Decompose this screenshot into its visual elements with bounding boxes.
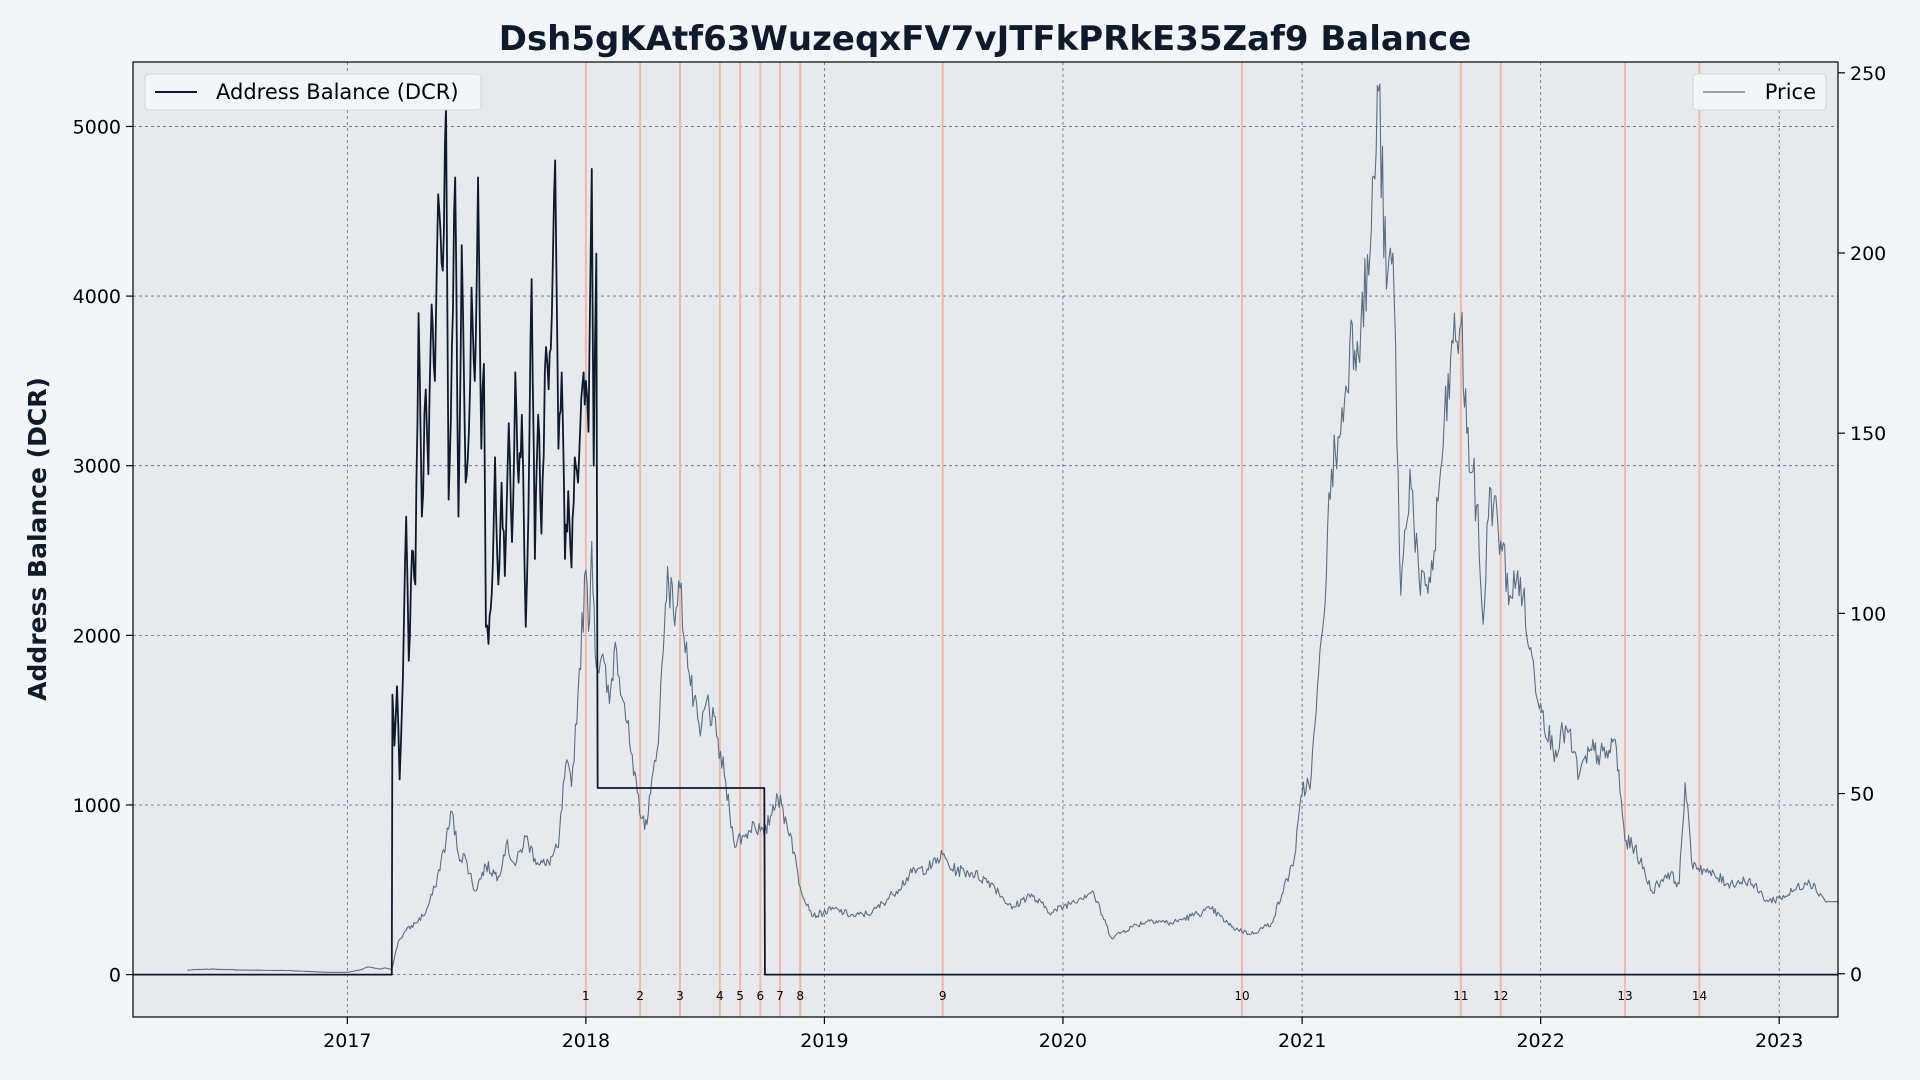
event-label-8: 8 <box>796 989 804 1003</box>
legend-price[interactable]: Price <box>1692 73 1827 111</box>
event-label-1: 1 <box>582 989 590 1003</box>
event-label-11: 11 <box>1453 989 1468 1003</box>
legend-balance-label: Address Balance (DCR) <box>216 80 459 104</box>
event-label-6: 6 <box>757 989 765 1003</box>
legend-price-label: Price <box>1765 80 1816 104</box>
y2-tick-label-50: 50 <box>1850 784 1874 806</box>
event-label-9: 9 <box>939 989 947 1003</box>
event-label-7: 7 <box>776 989 784 1003</box>
y-axis-right: 0 50 100 150 200 250 <box>1838 63 1886 986</box>
y-tick-label-2000: 2000 <box>73 625 121 647</box>
legend-balance[interactable]: Address Balance (DCR) <box>144 73 482 111</box>
x-tick-label-2023: 2023 <box>1755 1030 1803 1052</box>
event-label-5: 5 <box>736 989 744 1003</box>
y-tick-label-4000: 4000 <box>73 286 121 308</box>
x-tick-label-2022: 2022 <box>1516 1030 1564 1052</box>
y-axis-label: Address Balance (DCR) <box>23 377 52 701</box>
chart-title: Dsh5gKAtf63WuzeqxFV7vJTFkPRkE35Zaf9 Bala… <box>499 19 1472 59</box>
y2-tick-label-250: 250 <box>1850 63 1886 85</box>
price-line <box>187 83 1838 973</box>
y-tick-label-3000: 3000 <box>73 456 121 478</box>
event-markers: 1 2 3 4 5 6 7 8 9 10 11 12 13 14 <box>582 62 1707 1017</box>
y2-tick-label-100: 100 <box>1850 603 1886 625</box>
event-label-10: 10 <box>1234 989 1249 1003</box>
x-tick-label-2018: 2018 <box>562 1030 610 1052</box>
event-label-13: 13 <box>1617 989 1632 1003</box>
x-tick-label-2021: 2021 <box>1278 1030 1326 1052</box>
event-label-3: 3 <box>676 989 684 1003</box>
legend-price-box <box>1692 73 1827 111</box>
y-tick-label-0: 0 <box>109 965 121 987</box>
x-axis: 2017 2018 2019 2020 2021 2022 2023 <box>323 1017 1803 1052</box>
event-label-12: 12 <box>1493 989 1508 1003</box>
x-tick-label-2017: 2017 <box>323 1030 371 1052</box>
event-label-2: 2 <box>636 989 644 1003</box>
y2-tick-label-0: 0 <box>1850 964 1862 986</box>
legend-balance-box <box>144 73 482 111</box>
x-tick-label-2019: 2019 <box>800 1030 848 1052</box>
y2-tick-label-150: 150 <box>1850 423 1886 445</box>
event-label-4: 4 <box>716 989 724 1003</box>
price-series <box>187 83 1838 973</box>
y-tick-label-5000: 5000 <box>73 116 121 138</box>
plot-frame <box>132 61 1839 1018</box>
plot-area <box>133 62 1838 1017</box>
balance-line <box>133 105 1838 976</box>
x-tick-label-2020: 2020 <box>1039 1030 1087 1052</box>
balance-series <box>133 105 1838 976</box>
y-axis-left: 0 1000 2000 3000 4000 5000 <box>73 116 133 987</box>
y2-tick-label-200: 200 <box>1850 243 1886 265</box>
y-tick-label-1000: 1000 <box>73 795 121 817</box>
event-label-14: 14 <box>1692 989 1707 1003</box>
